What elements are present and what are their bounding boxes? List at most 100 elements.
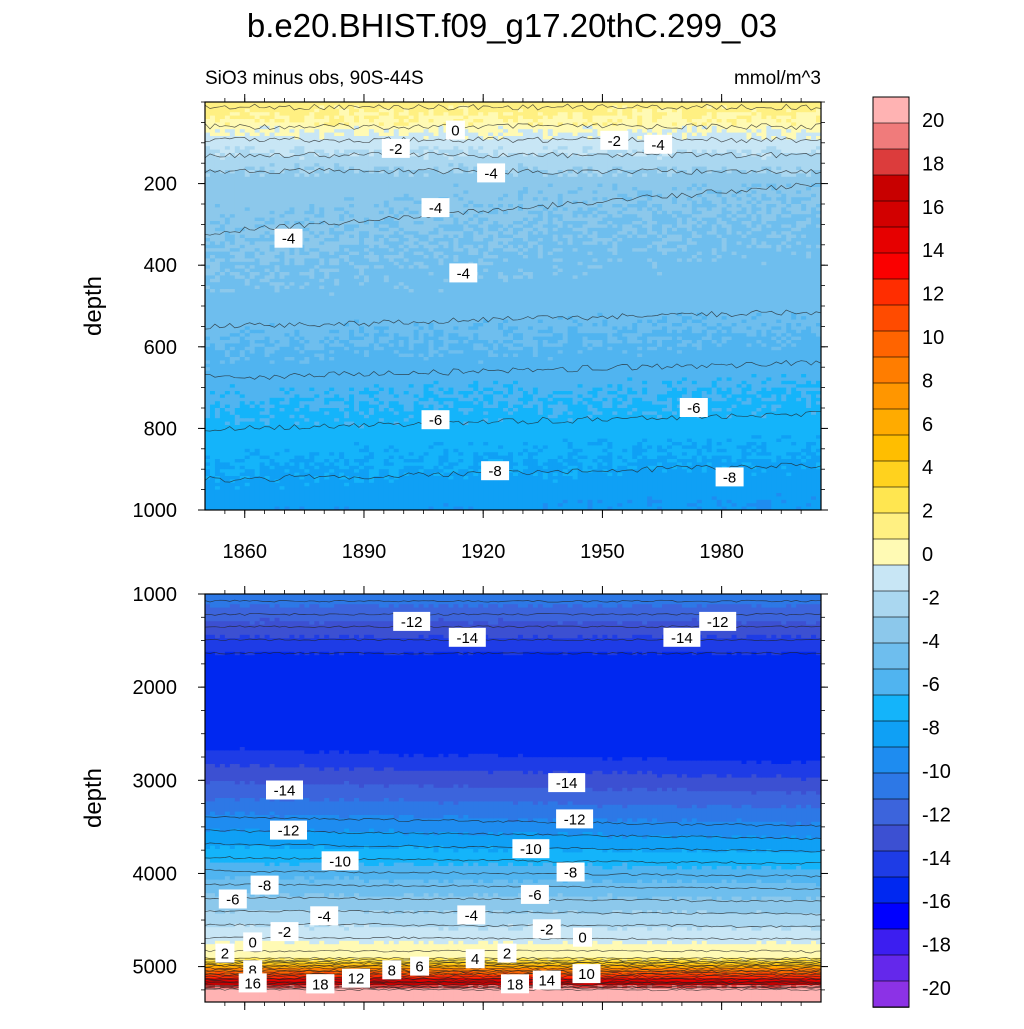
- field-cell: [662, 167, 668, 212]
- field-cell: [592, 173, 598, 191]
- field-cell: [245, 330, 251, 334]
- field-cell: [414, 343, 420, 395]
- field-cell: [692, 333, 698, 344]
- field-cell: [260, 129, 266, 133]
- field-cell: [712, 119, 718, 126]
- field-cell: [275, 941, 281, 959]
- field-cell: [309, 173, 315, 204]
- field-cell: [682, 340, 688, 347]
- field-cell: [578, 102, 584, 113]
- field-cell: [642, 228, 648, 235]
- field-cell: [488, 214, 494, 225]
- field-cell: [250, 812, 256, 830]
- field-cell: [448, 479, 454, 510]
- field-cell: [503, 214, 509, 228]
- field-cell: [434, 394, 440, 401]
- field-cell: [448, 462, 454, 469]
- field-cell: [483, 415, 489, 419]
- field-cell: [280, 941, 286, 959]
- field-cell: [289, 466, 295, 511]
- field-cell: [314, 177, 320, 215]
- field-cell: [687, 262, 693, 317]
- field-cell: [458, 238, 464, 249]
- field-cell: [270, 988, 276, 1002]
- field-cell: [434, 258, 440, 330]
- x-tick-label: 1860: [222, 541, 267, 563]
- field-cell: [508, 384, 514, 395]
- field-cell: [404, 201, 410, 208]
- field-cell: [632, 445, 638, 459]
- field-cell: [463, 401, 469, 408]
- field-cell: [707, 190, 713, 194]
- field-cell: [384, 408, 390, 449]
- field-cell: [558, 248, 564, 252]
- field-cell: [717, 388, 723, 395]
- field-cell: [712, 500, 718, 511]
- field-cell: [707, 201, 713, 212]
- field-cell: [369, 459, 375, 466]
- field-cell: [473, 476, 479, 511]
- field-cell: [478, 394, 484, 401]
- field-cell: [692, 456, 698, 504]
- field-cell: [265, 347, 271, 358]
- field-cell: [478, 235, 484, 242]
- field-cell: [205, 832, 211, 850]
- field-cell: [284, 652, 290, 751]
- field-cell: [652, 235, 658, 242]
- field-cell: [672, 112, 678, 123]
- field-cell: [463, 231, 469, 245]
- field-cell: [607, 150, 613, 171]
- field-cell: [742, 238, 748, 256]
- field-cell: [742, 170, 748, 184]
- field-cell: [473, 275, 479, 323]
- field-cell: [637, 442, 643, 456]
- field-cell: [299, 594, 305, 605]
- field-cell: [737, 235, 743, 242]
- field-cell: [761, 347, 767, 382]
- field-cell: [717, 238, 723, 256]
- field-cell: [468, 116, 474, 123]
- field-cell: [230, 337, 236, 344]
- field-cell: [677, 218, 683, 229]
- x-tick-label: 1980: [699, 541, 744, 563]
- field-cell: [220, 262, 226, 273]
- field-cell: [260, 279, 266, 283]
- field-cell: [379, 350, 385, 388]
- field-cell: [667, 462, 673, 510]
- field-cell: [776, 350, 782, 388]
- field-cell: [503, 330, 509, 337]
- field-cell: [339, 258, 345, 340]
- field-cell: [751, 320, 757, 338]
- field-cell: [563, 405, 569, 412]
- field-cell: [473, 452, 479, 473]
- field-cell: [225, 652, 231, 751]
- field-cell: [503, 398, 509, 402]
- field-cell: [677, 466, 683, 511]
- field-cell: [354, 156, 360, 174]
- field-cell: [811, 102, 817, 113]
- field-cell: [667, 398, 673, 412]
- field-cell: [553, 241, 559, 248]
- field-cell: [210, 394, 216, 405]
- field-cell: [215, 129, 221, 133]
- field-cell: [563, 102, 569, 113]
- field-cell: [553, 483, 559, 511]
- field-cell: [722, 330, 728, 334]
- field-cell: [622, 214, 628, 225]
- field-cell: [438, 150, 444, 174]
- field-cell: [463, 425, 469, 470]
- field-cell: [210, 621, 216, 635]
- field-cell: [553, 252, 559, 259]
- field-cell: [766, 156, 772, 167]
- field-cell: [235, 231, 241, 249]
- field-cell: [299, 863, 305, 877]
- field-cell: [319, 258, 325, 265]
- field-cell: [647, 401, 653, 412]
- field-cell: [478, 326, 484, 340]
- field-cell: [588, 466, 594, 470]
- field-cell: [602, 456, 608, 463]
- field-cell: [806, 442, 812, 456]
- field-cell: [563, 112, 569, 133]
- field-cell: [558, 415, 564, 456]
- field-cell: [717, 347, 723, 378]
